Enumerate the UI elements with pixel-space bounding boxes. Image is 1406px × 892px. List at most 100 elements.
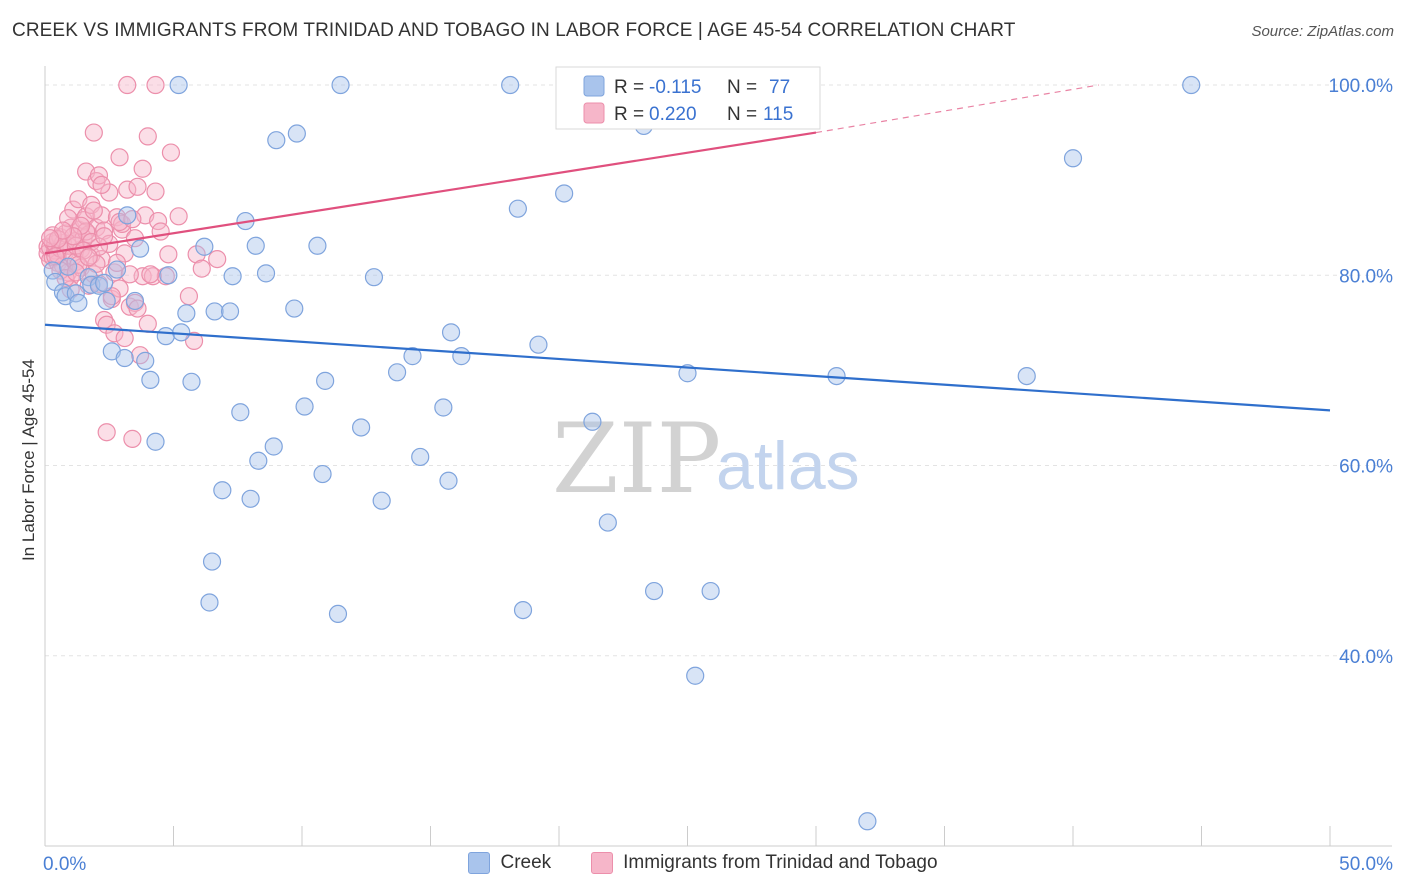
trinidad-point xyxy=(128,177,147,196)
creek-point xyxy=(583,412,602,431)
trinidad-point xyxy=(118,180,137,199)
creek-point xyxy=(97,291,116,311)
creek-point xyxy=(452,347,471,366)
creek-point xyxy=(69,293,88,312)
x-tick-label: 0.0% xyxy=(43,854,86,875)
creek-point xyxy=(1182,75,1201,95)
creek-point xyxy=(223,267,242,286)
creek-point xyxy=(598,513,617,532)
creek-point xyxy=(501,75,520,95)
legend-label: Immigrants from Trinidad and Tobago xyxy=(623,852,938,873)
trinidad-point xyxy=(187,245,206,264)
trinidad-point xyxy=(110,148,129,167)
creek-point xyxy=(678,364,697,383)
trinidad-point xyxy=(84,123,103,142)
creek-point xyxy=(267,131,286,150)
bottom-legend: Creek Immigrants from Trinidad and Tobag… xyxy=(0,852,1406,874)
trinidad-trend-line xyxy=(44,131,817,255)
creek-point xyxy=(372,491,391,510)
creek-point xyxy=(1017,366,1036,386)
legend-swatch-trinidad xyxy=(583,102,605,124)
x-tick-label: 50.0% xyxy=(1339,854,1393,875)
creek-point xyxy=(249,451,268,470)
trinidad-point xyxy=(133,159,152,178)
trinidad-point xyxy=(146,75,165,95)
trinidad-point xyxy=(115,328,134,348)
creek-point xyxy=(285,299,304,318)
trinidad-point xyxy=(169,207,188,226)
creek-point xyxy=(169,75,188,95)
trinidad-point xyxy=(159,245,178,264)
legend-swatch xyxy=(468,852,491,874)
trinidad-point xyxy=(64,227,83,246)
legend-item-creek: Creek xyxy=(468,852,551,874)
creek-point xyxy=(136,351,155,370)
creek-point xyxy=(213,481,232,500)
creek-point xyxy=(159,266,178,285)
creek-point xyxy=(182,372,201,391)
creek-point xyxy=(858,812,877,831)
creek-point xyxy=(156,327,175,346)
trinidad-point xyxy=(112,214,132,234)
creek-point xyxy=(241,489,260,508)
trinidad-point xyxy=(184,331,204,351)
legend-r-label-2: R = xyxy=(614,104,644,125)
creek-point xyxy=(246,236,265,255)
trinidad-point xyxy=(138,127,157,146)
y-tick-label: 60.0% xyxy=(1339,457,1393,478)
chart-title: CREEK VS IMMIGRANTS FROM TRINIDAD AND TO… xyxy=(12,20,1016,41)
y-tick-labels: 100.0% 80.0% 60.0% 40.0% xyxy=(1329,76,1394,668)
trinidad-point xyxy=(92,175,111,195)
legend-swatch-creek xyxy=(583,75,605,97)
creek-point xyxy=(313,464,332,484)
trinidad-point xyxy=(41,229,60,248)
creek-point xyxy=(308,236,327,255)
creek-point xyxy=(331,75,350,95)
trinidad-point xyxy=(146,182,165,201)
trinidad-point xyxy=(118,75,137,95)
legend-swatch xyxy=(591,852,614,874)
legend-r-value-2: 0.220 xyxy=(649,104,697,125)
watermark-atlas: atlas xyxy=(716,428,860,504)
trinidad-point xyxy=(192,259,211,278)
legend-r-label-1: R = xyxy=(614,77,644,98)
creek-point xyxy=(256,264,276,283)
legend-r-value-1: -0.115 xyxy=(649,77,701,98)
trinidad-point xyxy=(130,346,150,365)
legend-n-value-1: 77 xyxy=(769,77,790,98)
creek-point xyxy=(287,124,306,143)
trinidad-point xyxy=(161,143,181,162)
creek-point xyxy=(200,593,219,612)
trinidad-point xyxy=(107,253,127,273)
creek-point xyxy=(115,348,134,368)
creek-point xyxy=(328,604,348,624)
x-tick-labels: 0.0% 50.0% xyxy=(43,854,1393,875)
y-tick-label: 40.0% xyxy=(1339,647,1393,668)
creek-point xyxy=(59,257,78,276)
trend-lines xyxy=(44,84,1331,412)
creek-point xyxy=(264,437,283,456)
legend-n-label-1: N = xyxy=(727,77,757,98)
creek-point xyxy=(107,260,127,279)
trinidad-point xyxy=(151,222,170,241)
trinidad-point xyxy=(148,211,168,231)
creek-point xyxy=(411,447,430,467)
creek-trend-line xyxy=(44,323,1331,412)
creek-point xyxy=(118,206,137,225)
creek-point xyxy=(130,239,150,258)
y-tick-label: 100.0% xyxy=(1329,76,1394,97)
creek-point xyxy=(529,335,548,354)
creek-point xyxy=(513,600,533,620)
watermark: ZIP atlas xyxy=(552,403,860,515)
creek-point xyxy=(441,323,461,342)
trinidad-point xyxy=(123,429,142,448)
correlation-legend: R = -0.115 N = 77 R = 0.220 N = 115 xyxy=(555,66,821,130)
creek-point xyxy=(686,666,705,685)
creek-point xyxy=(316,371,335,390)
legend-item-trinidad: Immigrants from Trinidad and Tobago xyxy=(591,852,938,874)
creek-point xyxy=(177,304,196,323)
creek-point xyxy=(146,432,165,451)
creek-point xyxy=(644,581,664,601)
creek-point xyxy=(434,398,453,417)
